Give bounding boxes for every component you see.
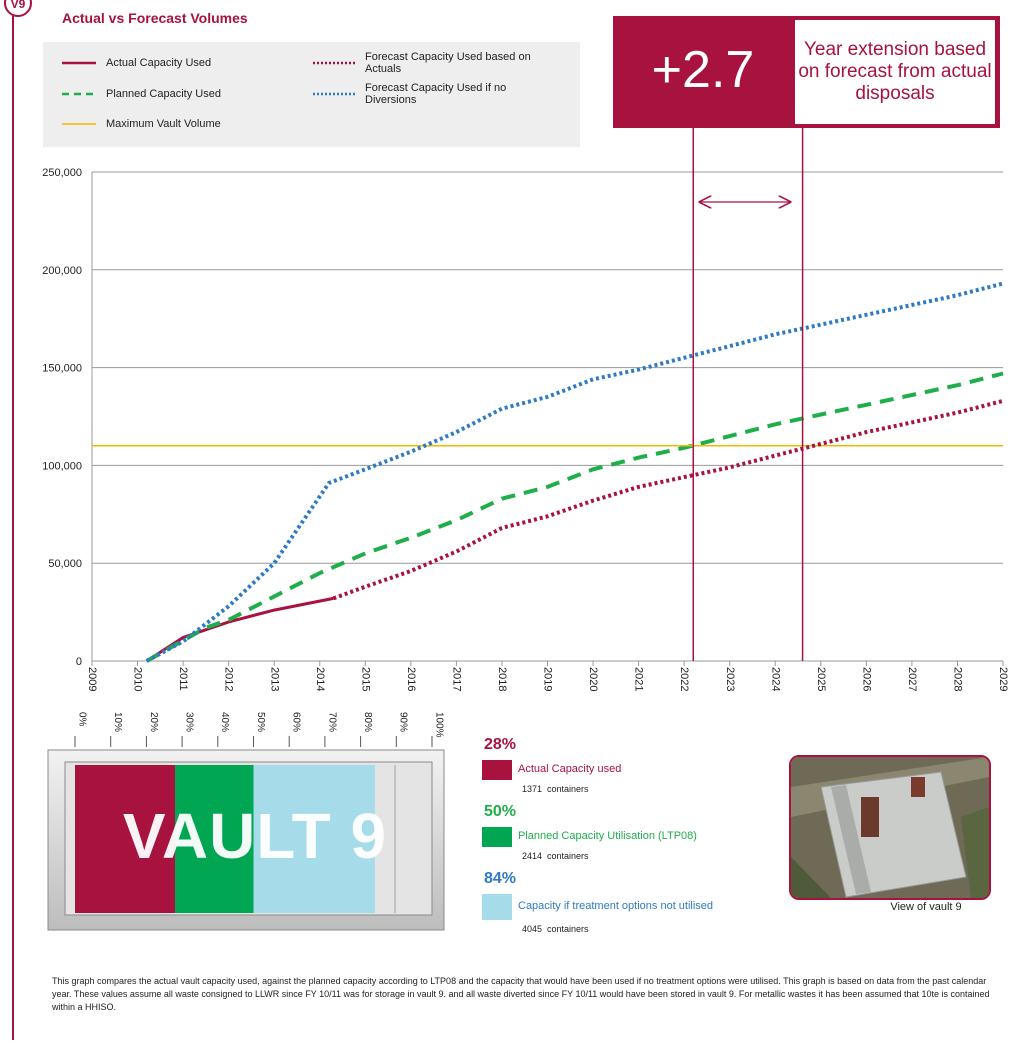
y-tick-label: 250,000: [42, 167, 82, 179]
annotation-box: +2.7 Year extension based on forecast fr…: [613, 16, 1000, 128]
gauge-containers: 1371 containers: [522, 784, 589, 794]
x-tick-label: 2028: [952, 667, 964, 691]
x-tick-label: 2015: [359, 667, 371, 691]
gauge-swatch: [482, 827, 512, 847]
gauge-percent: 50%: [484, 803, 516, 821]
extension-value: +2.7: [613, 38, 793, 102]
legend-item: Forecast Capacity Used based on Actuals: [313, 53, 560, 73]
chart-title: Actual vs Forecast Volumes: [62, 10, 248, 26]
gauge-tick-label: 60%: [291, 712, 302, 732]
gauge-label: VAULT 9: [123, 800, 387, 872]
y-tick-label: 200,000: [42, 265, 82, 277]
gauge-tick-label: 30%: [183, 712, 194, 732]
gauge-tick-label: 20%: [148, 712, 159, 732]
legend-label: Forecast Capacity Used based on Actuals: [365, 51, 560, 75]
x-tick-label: 2009: [86, 667, 98, 691]
y-tick-label: 100,000: [42, 460, 82, 472]
x-tick-label: 2023: [724, 667, 736, 691]
legend-swatch: [313, 89, 355, 99]
photo: [789, 755, 991, 900]
legend-item: Maximum Vault Volume: [62, 114, 306, 134]
x-tick-label: 2018: [496, 667, 508, 691]
x-tick-label: 2019: [542, 667, 554, 691]
gauge-item-label: Capacity if treatment options not utilis…: [518, 900, 713, 912]
y-tick-label: 50,000: [48, 558, 82, 570]
gauge-percent: 28%: [484, 736, 516, 754]
gauge-tick-label: 0%: [76, 712, 87, 727]
x-tick-label: 2020: [587, 667, 599, 691]
legend: Actual Capacity Used Planned Capacity Use…: [43, 42, 580, 147]
gauge-swatch: [482, 894, 512, 920]
x-tick-label: 2017: [450, 667, 462, 691]
footnote: This graph compares the actual vault cap…: [52, 975, 1002, 1014]
series-line: [147, 598, 334, 661]
gauge-percent: 84%: [484, 870, 516, 888]
x-tick-label: 2010: [132, 667, 144, 691]
x-tick-label: 2022: [678, 667, 690, 691]
gauge-tick-label: 50%: [255, 712, 266, 732]
series-line: [147, 374, 1003, 662]
series-line: [333, 401, 1003, 599]
gauge-containers: 4045 containers: [522, 924, 589, 934]
gauge-containers: 2414 containers: [522, 851, 589, 861]
legend-label: Planned Capacity Used: [106, 88, 306, 100]
x-tick-label: 2025: [815, 667, 827, 691]
x-tick-label: 2014: [314, 667, 326, 691]
legend-item: Forecast Capacity Used if no Diversions: [313, 84, 560, 104]
legend-swatch: [62, 119, 96, 129]
x-tick-label: 2013: [268, 667, 280, 691]
legend-label: Maximum Vault Volume: [106, 118, 306, 130]
series-line: [147, 284, 1003, 662]
x-tick-label: 2026: [860, 667, 872, 691]
gauge-tick-label: 80%: [362, 712, 373, 732]
y-tick-label: 0: [76, 656, 82, 668]
gauge-item-label: Planned Capacity Utilisation (LTP08): [518, 830, 697, 842]
legend-swatch: [62, 89, 96, 99]
y-tick-label: 150,000: [42, 363, 82, 375]
x-tick-label: 2021: [633, 667, 645, 691]
gauge-tick-label: 10%: [112, 712, 123, 732]
gauge-tick-label: 100%: [433, 712, 444, 738]
plot: 0 50,000 100,000 150,000 200,000 250,000 2009 2…: [42, 128, 1009, 691]
x-tick-label: 2016: [405, 667, 417, 691]
gauge-swatch: [482, 760, 512, 780]
photo-caption: View of vault 9: [860, 901, 992, 913]
x-tick-label: 2011: [177, 667, 189, 691]
x-tick-label: 2012: [223, 667, 235, 691]
gauge-tick-label: 90%: [398, 712, 409, 732]
legend-item: Planned Capacity Used: [62, 84, 306, 104]
gauge-tick-label: 70%: [326, 712, 337, 732]
x-tick-label: 2024: [769, 667, 781, 691]
x-tick-label: 2027: [906, 667, 918, 691]
gauge-item-label: Actual Capacity used: [518, 763, 621, 775]
legend-swatch: [313, 58, 355, 68]
gauge-tick-label: 40%: [219, 712, 230, 732]
page: V9 Actual vs Forecast Volumes 0 50,000 100…: [0, 0, 1018, 1049]
legend-item: Actual Capacity Used: [62, 53, 306, 73]
legend-label: Actual Capacity Used: [106, 57, 306, 69]
extension-text: Year extension based on forecast from ac…: [795, 20, 995, 124]
x-tick-label: 2029: [997, 667, 1009, 691]
legend-label: Forecast Capacity Used if no Diversions: [365, 82, 560, 106]
legend-swatch: [62, 58, 96, 68]
photo-image: [791, 757, 989, 898]
badge: V9: [11, 0, 26, 11]
